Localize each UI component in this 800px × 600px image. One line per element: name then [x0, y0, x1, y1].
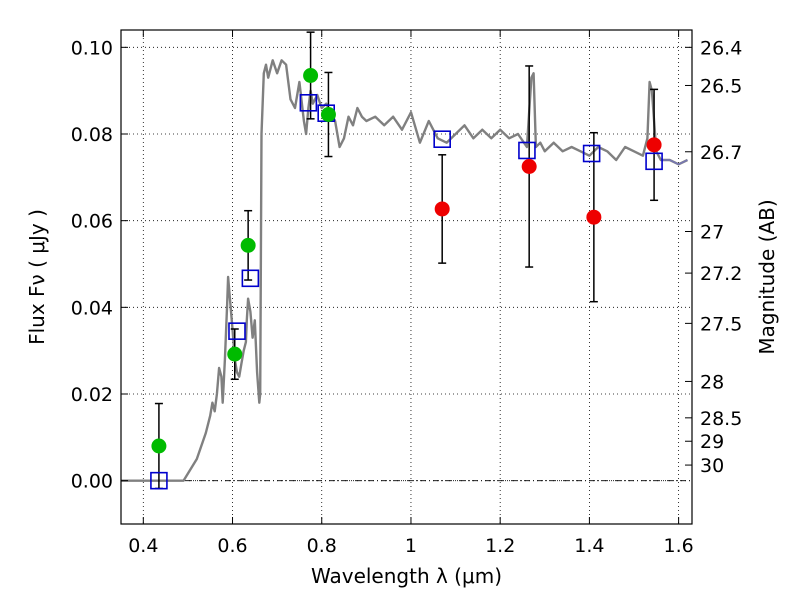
- model-photometry-square: [228, 322, 246, 340]
- model-photometry-square: [150, 471, 168, 490]
- right-tick-label: 27: [700, 222, 724, 244]
- observed-points: [151, 68, 662, 454]
- right-tick-label: 26.7: [700, 142, 742, 164]
- x-axis-label: Wavelength λ (μm): [311, 564, 502, 588]
- right-tick-label: 27.2: [700, 263, 742, 285]
- right-tick-label: 27.5: [700, 313, 742, 335]
- x-tick-label: 0.6: [217, 535, 247, 557]
- data-point-red: [434, 201, 450, 217]
- data-point-green: [151, 438, 167, 454]
- axis-ticks: 0.4 0.6 0.8 1 1.2 1.4 1.6 0.00 0.02 0.04 0.06 0.08 0…: [71, 30, 742, 557]
- right-tick-label: 26.4: [700, 37, 742, 59]
- y-tick-label: 0.00: [71, 471, 113, 493]
- data-point-green: [303, 68, 319, 83]
- y-tick-label: 0.04: [71, 297, 113, 319]
- data-point-green: [227, 346, 243, 362]
- y-tick-label: 0.10: [71, 37, 113, 59]
- y-tick-label: 0.06: [71, 211, 113, 233]
- model-photometry-square: [433, 130, 451, 148]
- x-tick-label: 1.4: [574, 535, 604, 557]
- model-photometry-square: [582, 144, 601, 163]
- right-axis-label: Magnitude (AB): [755, 199, 779, 354]
- plot-frame: [120, 29, 693, 525]
- x-tick-label: 1.6: [664, 535, 694, 557]
- data-point-red: [646, 137, 662, 153]
- right-tick-label: 28.5: [700, 408, 742, 430]
- right-tick-label: 26.5: [700, 75, 742, 97]
- y-axis-label: Flux Fν ( μJy ): [25, 209, 49, 345]
- y-tick-label: 0.02: [71, 384, 113, 406]
- error-bars: [154, 31, 659, 490]
- model-photometry-squares: [150, 94, 663, 490]
- right-tick-label: 29: [700, 431, 724, 453]
- data-point-red: [586, 209, 602, 225]
- model-photometry-square: [299, 94, 318, 112]
- right-tick-label: 28: [700, 371, 724, 393]
- grid-lines: [121, 30, 692, 524]
- model-spectrum-tail: [660, 159, 688, 166]
- x-tick-label: 0.8: [307, 535, 337, 557]
- x-tick-label: 0.4: [128, 535, 158, 557]
- data-point-green: [320, 107, 336, 122]
- model-spectrum-line: [121, 59, 689, 482]
- x-tick-label: 1.2: [485, 535, 515, 557]
- model-photometry-square: [645, 152, 663, 171]
- x-tick-label: 1: [405, 535, 417, 557]
- data-point-green: [240, 237, 256, 253]
- data-point-red: [521, 159, 537, 174]
- y-tick-label: 0.08: [71, 124, 113, 146]
- right-tick-label: 30: [700, 455, 724, 477]
- model-photometry-square: [241, 269, 260, 288]
- model-photometry-square: [518, 141, 536, 160]
- model-spectrum: [121, 59, 689, 482]
